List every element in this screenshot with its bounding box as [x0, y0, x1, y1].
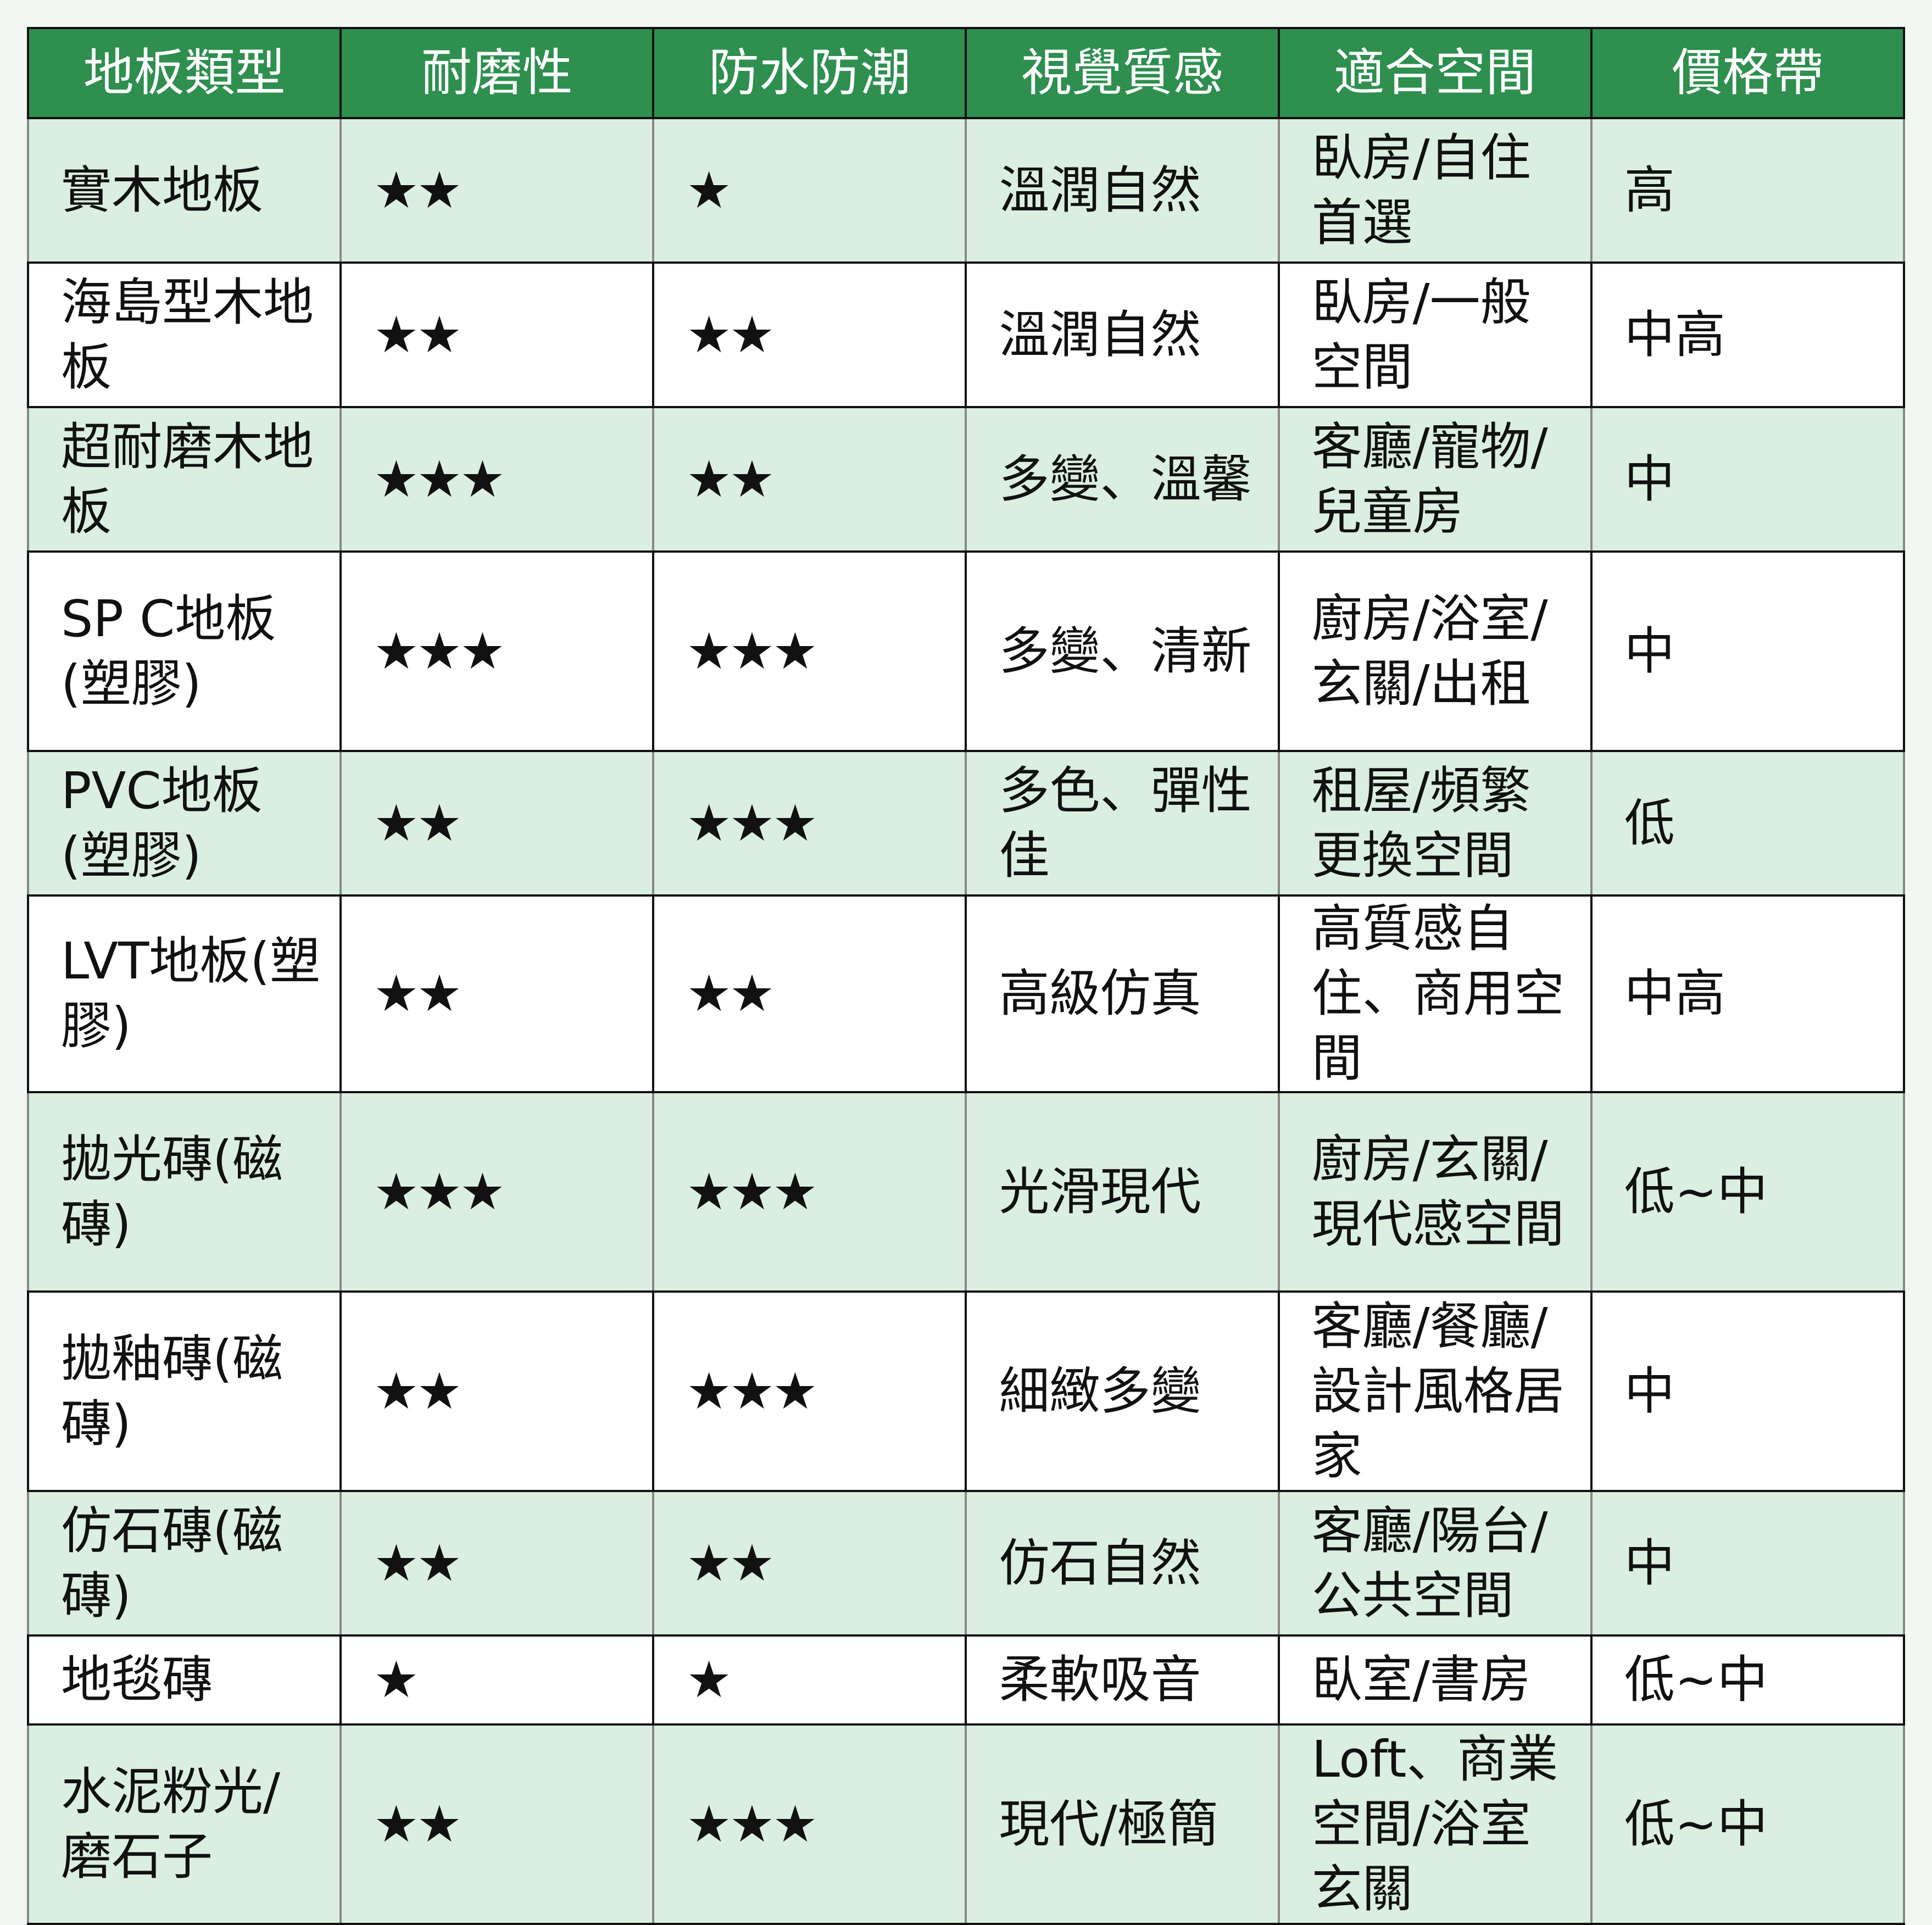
waterproof-rating-stars: ★ — [652, 1634, 967, 1726]
waterproof-rating-stars: ★★ — [652, 894, 967, 1093]
visual-texture-cell: 多變、清新 — [965, 550, 1280, 752]
floor-type-cell: PVC地板(塑膠) — [26, 750, 342, 897]
wear-rating-stars: ★★ — [339, 262, 655, 408]
table-row: LVT地板(塑膠) ★★ ★★ 高級仿真 高質感自住、商用空間 中高 — [26, 894, 1906, 1093]
floor-type-cell: 拋釉磚(磁磚) — [26, 1290, 342, 1492]
wear-rating-stars: ★★ — [339, 750, 655, 897]
price-range-cell: 低 — [1590, 750, 1906, 897]
wear-rating-stars: ★ — [339, 1634, 655, 1726]
visual-texture-cell: 多變、溫馨 — [965, 406, 1280, 553]
floor-type-cell: 地毯磚 — [26, 1634, 342, 1726]
suitable-space-cell: 廚房/玄關/現代感空間 — [1277, 1091, 1593, 1293]
visual-texture-cell: 溫潤自然 — [965, 262, 1280, 408]
table-row: SP C地板(塑膠) ★★★ ★★★ 多變、清新 廚房/浴室/玄關/出租中 — [26, 550, 1906, 752]
floor-type-cell: SP C地板(塑膠) — [26, 550, 342, 752]
waterproof-rating-stars: ★★★ — [652, 1290, 967, 1492]
table-row: 海島型木地板 ★★ ★★ 溫潤自然 臥房/一般空間 中高 — [26, 262, 1906, 408]
header-visual-texture: 視覺質感 — [965, 27, 1280, 119]
wear-rating-stars: ★★ — [339, 1723, 655, 1925]
price-range-cell: 中高 — [1590, 262, 1906, 408]
waterproof-rating-stars: ★★★ — [652, 750, 967, 897]
floor-type-cell: 仿石磚(磁磚) — [26, 1490, 342, 1637]
floor-type-cell: LVT地板(塑膠) — [26, 894, 342, 1093]
waterproof-rating-stars: ★★ — [652, 406, 967, 553]
price-range-cell: 高 — [1590, 117, 1906, 264]
price-range-cell: 中 — [1590, 1490, 1906, 1637]
floor-type-cell: 實木地板 — [26, 117, 342, 264]
header-suitable-space: 適合空間 — [1277, 27, 1593, 119]
suitable-space-cell: 客廳/寵物/兒童房 — [1277, 406, 1593, 553]
table-row: 水泥粉光/磨石子 ★★ ★★★ 現代/極簡 Loft、商業空間/浴室玄關 低~中 — [26, 1723, 1906, 1925]
price-range-cell: 低~中 — [1590, 1723, 1906, 1925]
visual-texture-cell: 細緻多變 — [965, 1290, 1280, 1492]
visual-texture-cell: 光滑現代 — [965, 1091, 1280, 1293]
suitable-space-cell: 客廳/餐廳/設計風格居家 — [1277, 1290, 1593, 1492]
table-row: 超耐磨木地板 ★★★ ★★ 多變、溫馨 客廳/寵物/兒童房中 — [26, 406, 1906, 553]
price-range-cell: 中高 — [1590, 894, 1906, 1093]
floor-type-cell: 海島型木地板 — [26, 262, 342, 408]
header-waterproof: 防水防潮 — [652, 27, 967, 119]
suitable-space-cell: 高質感自住、商用空間 — [1277, 894, 1593, 1093]
price-range-cell: 中 — [1590, 550, 1906, 752]
table-row: 仿石磚(磁磚) ★★ ★★ 仿石自然 客廳/陽台/公共空間中 — [26, 1490, 1906, 1637]
wear-rating-stars: ★★ — [339, 1290, 655, 1492]
waterproof-rating-stars: ★★ — [652, 262, 967, 408]
visual-texture-cell: 溫潤自然 — [965, 117, 1280, 264]
wear-rating-stars: ★★★ — [339, 550, 655, 752]
price-range-cell: 中 — [1590, 1290, 1906, 1492]
price-range-cell: 低~中 — [1590, 1634, 1906, 1726]
price-range-cell: 低~中 — [1590, 1091, 1906, 1293]
table-row: 實木地板 ★★ ★ 溫潤自然 臥房/自住首選高 — [26, 117, 1906, 264]
suitable-space-cell: 客廳/陽台/公共空間 — [1277, 1490, 1593, 1637]
waterproof-rating-stars: ★★ — [652, 1490, 967, 1637]
waterproof-rating-stars: ★★★ — [652, 550, 967, 752]
floor-type-cell: 拋光磚(磁磚) — [26, 1091, 342, 1293]
visual-texture-cell: 柔軟吸音 — [965, 1634, 1280, 1726]
suitable-space-cell: 臥房/一般空間 — [1277, 262, 1593, 408]
suitable-space-cell: 臥房/自住首選 — [1277, 117, 1593, 264]
wear-rating-stars: ★★★ — [339, 1091, 655, 1293]
visual-texture-cell: 多色、彈性佳 — [965, 750, 1280, 897]
floor-type-cell: 水泥粉光/磨石子 — [26, 1723, 342, 1925]
flooring-comparison-table: 地板類型 耐磨性 防水防潮 視覺質感 適合空間 價格帶 實木地板 ★★ ★ 溫潤自然臥… — [26, 27, 1906, 1925]
table-row: 地毯磚 ★ ★ 柔軟吸音 臥室/書房 低~中 — [26, 1634, 1906, 1726]
header-floor-type: 地板類型 — [26, 27, 342, 119]
suitable-space-cell: Loft、商業空間/浴室玄關 — [1277, 1723, 1593, 1925]
header-row: 地板類型 耐磨性 防水防潮 視覺質感 適合空間 價格帶 — [26, 27, 1906, 119]
price-range-cell: 中 — [1590, 406, 1906, 553]
table-row: 拋釉磚(磁磚) ★★ ★★★ 細緻多變 客廳/餐廳/設計風格居家中 — [26, 1290, 1906, 1492]
waterproof-rating-stars: ★★★ — [652, 1091, 967, 1293]
suitable-space-cell: 租屋/頻繁更換空間 — [1277, 750, 1593, 897]
visual-texture-cell: 現代/極簡 — [965, 1723, 1280, 1925]
floor-type-cell: 超耐磨木地板 — [26, 406, 342, 553]
wear-rating-stars: ★★ — [339, 894, 655, 1093]
wear-rating-stars: ★★ — [339, 117, 655, 264]
waterproof-rating-stars: ★★★ — [652, 1723, 967, 1925]
wear-rating-stars: ★★★ — [339, 406, 655, 553]
table-row: PVC地板(塑膠) ★★ ★★★ 多色、彈性佳 租屋/頻繁更換空間低 — [26, 750, 1906, 897]
suitable-space-cell: 臥室/書房 — [1277, 1634, 1593, 1726]
waterproof-rating-stars: ★ — [652, 117, 967, 264]
wear-rating-stars: ★★ — [339, 1490, 655, 1637]
table-row: 拋光磚(磁磚) ★★★ ★★★ 光滑現代 廚房/玄關/現代感空間 低~中 — [26, 1091, 1906, 1293]
suitable-space-cell: 廚房/浴室/玄關/出租 — [1277, 550, 1593, 752]
header-wear-resistance: 耐磨性 — [339, 27, 655, 119]
header-price-range: 價格帶 — [1590, 27, 1906, 119]
visual-texture-cell: 高級仿真 — [965, 894, 1280, 1093]
visual-texture-cell: 仿石自然 — [965, 1490, 1280, 1637]
